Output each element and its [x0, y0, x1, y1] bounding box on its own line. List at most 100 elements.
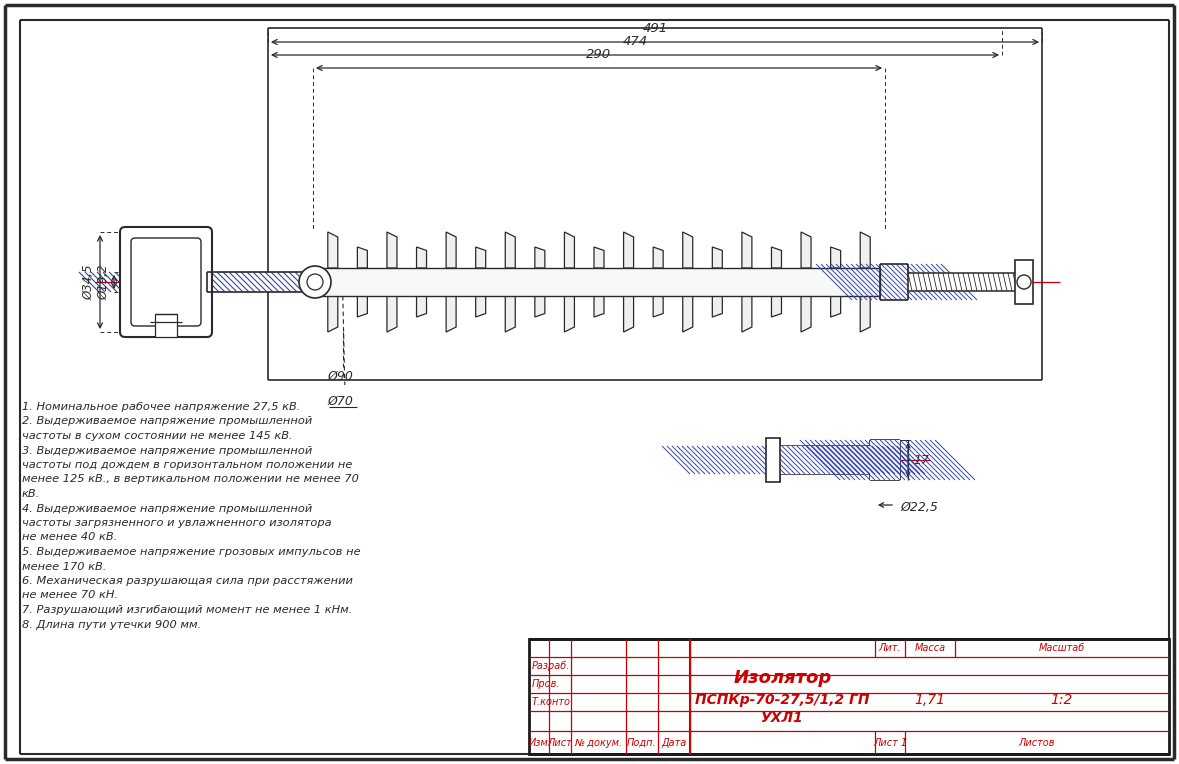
Polygon shape: [861, 296, 870, 332]
Text: 2. Выдерживаемое напряжение промышленной: 2. Выдерживаемое напряжение промышленной: [22, 416, 312, 426]
Bar: [880, 264, 908, 300]
Text: Ø70: Ø70: [328, 395, 354, 408]
Text: Масштаб: Масштаб: [1039, 643, 1085, 653]
Polygon shape: [801, 296, 811, 332]
Text: частоты под дождем в горизонтальном положении не: частоты под дождем в горизонтальном поло…: [22, 460, 353, 470]
Polygon shape: [328, 232, 338, 268]
Bar: [208, 272, 315, 292]
Text: Лит.: Лит.: [878, 643, 901, 653]
Text: 5. Выдерживаемое напряжение грозовых импульсов не: 5. Выдерживаемое напряжение грозовых имп…: [22, 547, 361, 557]
Polygon shape: [475, 247, 486, 268]
Polygon shape: [446, 232, 456, 268]
Bar: [766, 438, 780, 482]
Text: Изм: Изм: [529, 737, 549, 747]
Polygon shape: [683, 296, 693, 332]
Text: ПСПКр-70-27,5/1,2 ГП: ПСПКр-70-27,5/1,2 ГП: [696, 693, 870, 707]
Polygon shape: [594, 247, 604, 268]
Text: Ø90: Ø90: [328, 370, 354, 383]
Text: 3. Выдерживаемое напряжение промышленной: 3. Выдерживаемое напряжение промышленной: [22, 445, 312, 455]
Polygon shape: [446, 296, 456, 332]
Text: Листов: Листов: [1019, 737, 1055, 747]
Text: менее 125 кВ., в вертикальном положении не менее 70: менее 125 кВ., в вертикальном положении …: [22, 474, 358, 484]
Text: 7. Разрушающий изгибающий момент не менее 1 кНм.: 7. Разрушающий изгибающий момент не мене…: [22, 605, 353, 615]
Text: 17: 17: [913, 454, 929, 467]
Polygon shape: [742, 232, 752, 268]
Text: не менее 70 кН.: не менее 70 кН.: [22, 591, 118, 601]
Bar: [870, 440, 900, 480]
Polygon shape: [565, 296, 574, 332]
Polygon shape: [624, 296, 633, 332]
Circle shape: [307, 274, 323, 290]
Bar: [908, 273, 1015, 291]
Bar: [1015, 260, 1033, 304]
Text: Изолятор: Изолятор: [733, 668, 831, 687]
Text: Разраб.: Разраб.: [532, 661, 571, 671]
Text: Масса: Масса: [915, 643, 946, 653]
Polygon shape: [624, 232, 633, 268]
Text: № докум.: № докум.: [574, 737, 623, 747]
Polygon shape: [416, 247, 427, 268]
Polygon shape: [712, 247, 723, 268]
Text: Ø19,2: Ø19,2: [97, 264, 110, 299]
Text: УХЛ1: УХЛ1: [762, 711, 804, 725]
Bar: [880, 264, 908, 300]
Polygon shape: [387, 232, 397, 268]
Text: Пров.: Пров.: [532, 679, 560, 689]
Text: 6. Механическая разрушающая сила при расстяжении: 6. Механическая разрушающая сила при рас…: [22, 576, 353, 586]
Text: Дата: Дата: [661, 737, 686, 747]
Text: 1. Номинальное рабочее напряжение 27,5 кВ.: 1. Номинальное рабочее напряжение 27,5 к…: [22, 402, 301, 412]
Polygon shape: [771, 247, 782, 268]
Circle shape: [1017, 275, 1030, 289]
Bar: [780, 446, 870, 474]
FancyBboxPatch shape: [131, 238, 200, 326]
Polygon shape: [653, 296, 663, 317]
Bar: [870, 440, 900, 480]
Text: Т.конто: Т.конто: [532, 697, 571, 707]
Text: 8. Длина пути утечки 900 мм.: 8. Длина пути утечки 900 мм.: [22, 620, 202, 630]
Polygon shape: [653, 247, 663, 268]
Polygon shape: [535, 296, 545, 317]
Text: 1,71: 1,71: [915, 693, 946, 707]
FancyBboxPatch shape: [120, 227, 212, 337]
Polygon shape: [535, 247, 545, 268]
Text: частоты в сухом состоянии не менее 145 кВ.: частоты в сухом состоянии не менее 145 к…: [22, 431, 292, 441]
Text: Лист: Лист: [547, 737, 572, 747]
Text: 4. Выдерживаемое напряжение промышленной: 4. Выдерживаемое напряжение промышленной: [22, 503, 312, 513]
Polygon shape: [742, 296, 752, 332]
Bar: [318, 268, 880, 296]
Polygon shape: [357, 296, 368, 317]
Polygon shape: [387, 296, 397, 332]
Bar: [529, 639, 1170, 754]
Text: 491: 491: [643, 22, 667, 35]
Polygon shape: [328, 296, 338, 332]
Polygon shape: [506, 296, 515, 332]
Text: Подп.: Подп.: [627, 737, 657, 747]
Polygon shape: [357, 247, 368, 268]
Bar: [154, 314, 177, 337]
Text: 1:2: 1:2: [1050, 693, 1073, 707]
Polygon shape: [831, 296, 841, 317]
Text: Лист 1: Лист 1: [872, 737, 907, 747]
Text: Ø34,5: Ø34,5: [83, 264, 95, 299]
Text: не менее 40 кВ.: не менее 40 кВ.: [22, 533, 117, 542]
Polygon shape: [801, 232, 811, 268]
Text: Ø22,5: Ø22,5: [900, 501, 937, 514]
Polygon shape: [506, 232, 515, 268]
Polygon shape: [416, 296, 427, 317]
Bar: [208, 272, 315, 292]
Text: 474: 474: [623, 35, 647, 48]
Polygon shape: [831, 247, 841, 268]
Polygon shape: [475, 296, 486, 317]
Text: кВ.: кВ.: [22, 489, 40, 499]
Polygon shape: [712, 296, 723, 317]
Circle shape: [299, 266, 331, 298]
Bar: [780, 446, 870, 474]
Polygon shape: [861, 232, 870, 268]
Text: менее 170 кВ.: менее 170 кВ.: [22, 562, 106, 571]
Polygon shape: [594, 296, 604, 317]
Polygon shape: [565, 232, 574, 268]
Polygon shape: [771, 296, 782, 317]
Polygon shape: [683, 232, 693, 268]
Text: частоты загрязненного и увлажненного изолятора: частоты загрязненного и увлажненного изо…: [22, 518, 331, 528]
Text: 290: 290: [586, 48, 612, 61]
